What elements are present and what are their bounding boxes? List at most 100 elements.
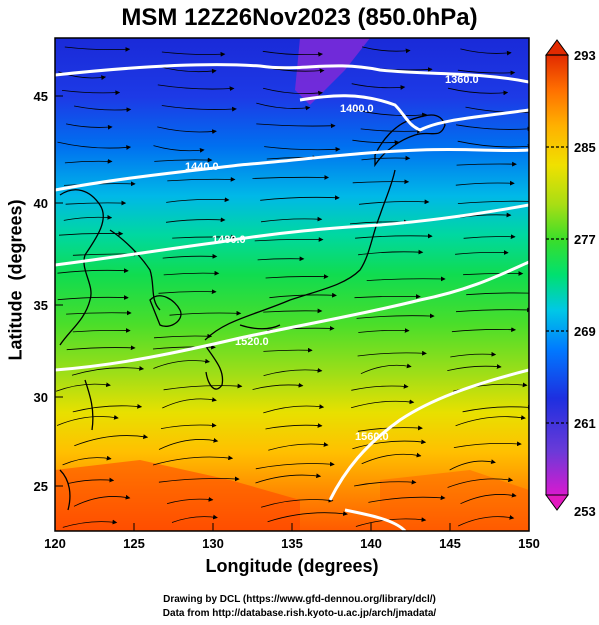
wind-streamline — [360, 363, 412, 375]
wind-streamline — [264, 146, 341, 152]
wind-streamline — [158, 289, 217, 295]
wind-streamline — [153, 333, 213, 339]
x-tick-label: 130 — [202, 536, 224, 551]
coastlines — [59, 114, 446, 511]
wind-streamline — [457, 200, 529, 204]
wind-streamline — [256, 123, 336, 129]
wind-streamline — [158, 437, 219, 450]
contour-label-1480: 1480.0 — [212, 234, 246, 246]
wind-streamline — [166, 197, 230, 203]
x-tick-labels: 120 125 130 135 140 145 150 — [44, 536, 540, 551]
wind-streamline — [153, 145, 205, 153]
colorbar: 293 285 277 269 261 253 — [545, 39, 596, 519]
wind-streamline — [366, 276, 446, 282]
wind-streamline — [161, 105, 237, 112]
colorbar-body — [545, 54, 569, 496]
wind-streamline — [354, 109, 427, 118]
wind-streamline — [64, 158, 113, 164]
colorbar-label: 277 — [574, 232, 596, 247]
wind-streamline — [166, 496, 214, 504]
colorbar-label: 269 — [574, 324, 596, 339]
wind-streamline — [447, 364, 502, 371]
wind-streamline — [351, 83, 406, 90]
wind-streamline — [460, 492, 517, 505]
wind-streamline — [260, 195, 340, 201]
wind-streamline — [263, 347, 313, 353]
y-axis-title: Latitude (degrees) — [5, 199, 26, 361]
wind-streamline — [455, 180, 515, 186]
wind-streamline — [351, 383, 409, 391]
wind-streamline — [55, 382, 111, 392]
wind-streamline — [263, 87, 323, 96]
colorbar-label: 285 — [574, 140, 596, 155]
wind-streamline — [163, 270, 220, 276]
wind-streamline — [62, 519, 118, 528]
colorbar-min-arrow — [545, 494, 569, 511]
wind-streamline — [74, 105, 132, 113]
wind-streamline — [165, 217, 226, 223]
wind-streamline — [262, 50, 323, 57]
wind-streamline — [361, 452, 422, 465]
y-tick-label: 35 — [34, 298, 48, 313]
wind-streamline — [358, 199, 430, 205]
colorbar-max-arrow — [545, 39, 569, 56]
contour-labels: 1360.0 1400.0 1440.0 1480.0 1520.0 1560.… — [185, 74, 479, 443]
wind-streamline — [466, 290, 529, 296]
wind-streamline — [161, 51, 226, 57]
wind-streamline — [265, 274, 329, 279]
wind-streamline — [74, 434, 149, 447]
y-tick-label: 25 — [34, 479, 48, 494]
wind-streamline — [255, 461, 335, 470]
wind-streamline — [152, 344, 216, 350]
wind-streamline — [68, 477, 115, 484]
wind-streamline — [62, 455, 112, 466]
contour-label-1560: 1560.0 — [355, 431, 389, 443]
wind-streamline — [260, 216, 323, 223]
wind-streamline — [73, 494, 131, 507]
contour-label-1520: 1520.0 — [235, 336, 269, 348]
wind-streamline — [265, 423, 323, 430]
wind-streamline — [450, 351, 497, 358]
wind-streamline — [362, 46, 411, 54]
wind-streamline — [154, 157, 213, 163]
wind-streamline — [263, 404, 325, 414]
wind-streamline — [260, 497, 334, 508]
wind-streamline — [267, 511, 348, 523]
wind-streamline — [457, 140, 529, 149]
wind-streamline — [355, 233, 433, 239]
wind-streamline — [447, 87, 509, 96]
wind-streamline — [64, 46, 131, 52]
credit-drawing: Drawing by DCL (https://www.gfd-dennou.o… — [163, 594, 436, 605]
wind-streamline — [354, 294, 421, 299]
x-tick-label: 145 — [439, 536, 461, 551]
wind-streamline — [460, 48, 512, 56]
warm-region-east — [380, 470, 529, 531]
wind-streamline — [252, 382, 304, 390]
wind-streamline — [451, 327, 516, 333]
wind-streamline — [453, 441, 522, 448]
wind-streamline — [360, 128, 422, 134]
wind-streamline — [157, 126, 217, 134]
wind-streamline — [65, 200, 127, 206]
wind-streamline — [57, 295, 129, 301]
wind-streamline — [58, 231, 124, 236]
wind-streamline — [162, 253, 218, 259]
wind-streamline — [354, 479, 417, 487]
wind-streamline — [358, 249, 424, 256]
wind-streamline — [269, 292, 337, 299]
wind-streamline — [158, 476, 240, 483]
wind-streamline — [263, 308, 323, 314]
wind-streamline — [463, 271, 524, 276]
wind-streamline — [153, 358, 210, 369]
wind-streamline — [455, 307, 529, 313]
wind-streamline — [169, 310, 242, 316]
wind-streamline — [256, 102, 311, 111]
wind-streamline — [72, 404, 143, 413]
x-axis — [54, 523, 530, 531]
x-tick-label: 150 — [518, 536, 540, 551]
wind-streamline — [357, 350, 427, 357]
wind-streamline — [456, 124, 529, 132]
wind-streamline — [171, 514, 218, 523]
wind-streamline — [157, 84, 235, 92]
wind-streamline — [172, 234, 236, 240]
